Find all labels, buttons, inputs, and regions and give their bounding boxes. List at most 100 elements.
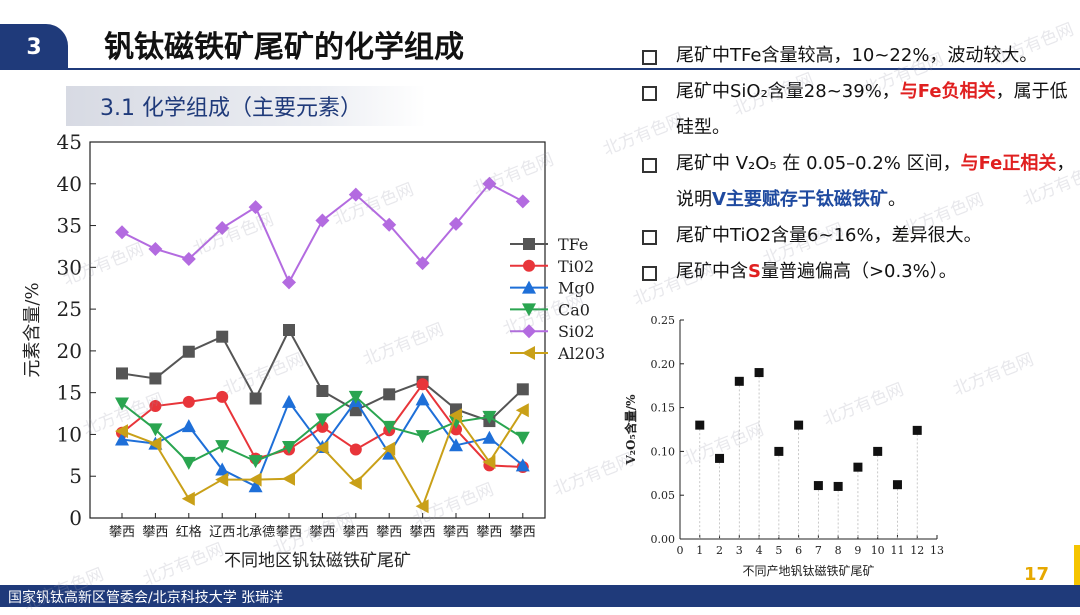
y-tick-label: 35 (57, 214, 82, 238)
legend-label: Mg0 (558, 279, 595, 298)
finding-text: 。 (887, 189, 906, 210)
data-point (349, 443, 362, 456)
x-tick-label: 北承德 (236, 525, 275, 540)
x-tick-label: 9 (854, 544, 861, 557)
data-point (215, 440, 230, 454)
data-point (515, 194, 530, 209)
finding-text: 量普遍偏高（>0.3%）。 (760, 261, 957, 282)
data-point (415, 430, 430, 444)
slide-title: 钒钛磁铁矿尾矿的化学组成 (104, 30, 464, 65)
legend-item: TFe (510, 235, 588, 254)
data-point (348, 475, 362, 490)
legend-marker (523, 259, 535, 272)
x-tick-label: 5 (775, 544, 782, 557)
data-point (248, 479, 263, 493)
data-point (833, 481, 843, 491)
data-point (282, 440, 296, 454)
data-point (754, 368, 764, 378)
data-point (383, 388, 396, 401)
data-point (215, 472, 229, 487)
footer-bar: 国家钒钛高新区管委会/北京科技大学 张瑞洋 (0, 585, 1080, 607)
data-point (115, 397, 129, 411)
section-number-badge: 3 (0, 24, 68, 70)
x-tick-label: 4 (756, 544, 763, 557)
data-point (283, 324, 295, 336)
y-axis-label: 元素含量/% (22, 282, 43, 377)
finding-text: 尾矿中 V₂O₅ 在 0.05–0.2% 区间， (676, 153, 961, 174)
data-point (873, 446, 883, 456)
square-bullet-icon (642, 230, 657, 245)
data-point (316, 420, 329, 433)
data-point (853, 462, 863, 472)
x-tick-label: 攀西 (309, 525, 335, 540)
data-point (695, 420, 705, 430)
legend-marker (522, 324, 536, 339)
legend-label: Al203 (557, 344, 605, 363)
y-tick-label: 0 (69, 506, 82, 530)
data-point (516, 383, 529, 396)
finding-text: 尾矿中含 (676, 261, 748, 282)
data-point (892, 480, 902, 490)
data-point (794, 420, 804, 430)
data-point (181, 456, 196, 470)
x-tick-label: 攀西 (443, 525, 469, 540)
square-bullet-icon (642, 86, 657, 101)
series-ca0 (115, 390, 530, 470)
x-tick-label: 0 (677, 544, 684, 557)
x-tick-label: 7 (815, 544, 822, 557)
y-tick-label: 25 (57, 297, 82, 321)
y-tick-label: 40 (57, 172, 82, 196)
v2o5-scatter-chart: 0.000.050.100.150.200.250 1 2 3 4 5 6 7 8 9 10 11 12… (623, 314, 944, 578)
y-tick-label: 0.20 (651, 358, 676, 371)
legend-item: Ti02 (510, 257, 594, 276)
finding-text: ，属于低硅型。 (676, 81, 1068, 138)
data-point (482, 176, 497, 191)
element-content-line-chart: 051015202530354045攀西 攀西 红格 辽西 北承德 攀西 攀西 攀西 攀西 攀西攀… (22, 130, 605, 571)
data-point (449, 408, 462, 423)
x-tick-label: 攀西 (109, 525, 135, 540)
y-tick-label: 0.25 (651, 314, 676, 327)
finding-item: 尾矿中SiO₂含量28~39%，与Fe负相关，属于低硅型。 (640, 74, 1078, 146)
finding-item: 尾矿中 V₂O₅ 在 0.05–0.2% 区间，与Fe正相关，说明V主要赋存于钛… (640, 146, 1078, 218)
finding-text: 尾矿中SiO₂含量28~39%， (676, 81, 900, 102)
y-tick-label: 0.05 (651, 489, 676, 502)
square-bullet-icon (642, 266, 657, 281)
x-tick-label: 攀西 (276, 525, 302, 540)
data-point (415, 392, 430, 406)
data-point (912, 425, 922, 435)
data-point (282, 394, 296, 408)
y-tick-label: 0.10 (651, 445, 676, 458)
x-tick-label: 攀西 (343, 525, 369, 540)
data-point (348, 187, 363, 202)
x-tick-label: 1 (696, 544, 703, 557)
x-tick-label: 10 (871, 544, 885, 557)
data-point (515, 458, 530, 472)
data-point (482, 410, 497, 424)
accent-bar (1074, 545, 1080, 585)
data-point (482, 455, 496, 470)
data-point (415, 499, 429, 514)
x-tick-label: 8 (835, 544, 842, 557)
legend-marker (522, 280, 536, 294)
series-mg0 (115, 392, 530, 493)
section-number: 3 (26, 34, 42, 60)
data-point (148, 423, 163, 437)
findings-list: 尾矿中TFe含量较高，10~22%，波动较大。 尾矿中SiO₂含量28~39%，与… (640, 38, 1078, 290)
series-si02 (115, 176, 530, 290)
x-tick-label: 11 (890, 544, 904, 557)
y-tick-label: 45 (57, 130, 82, 154)
legend-marker (522, 346, 535, 360)
data-point (813, 481, 823, 491)
finding-item: 尾矿中含S量普遍偏高（>0.3%）。 (640, 254, 1078, 290)
data-point (449, 216, 463, 231)
data-point (115, 432, 129, 446)
highlight-text: V主要赋存于钛磁铁矿 (712, 189, 888, 210)
square-bullet-icon (642, 158, 657, 173)
data-point (216, 390, 229, 403)
data-point (449, 438, 463, 452)
y-tick-label: 30 (57, 255, 82, 279)
data-point (416, 378, 429, 391)
data-point (181, 251, 196, 266)
x-tick-label: 攀西 (142, 525, 168, 540)
data-point (415, 256, 430, 271)
